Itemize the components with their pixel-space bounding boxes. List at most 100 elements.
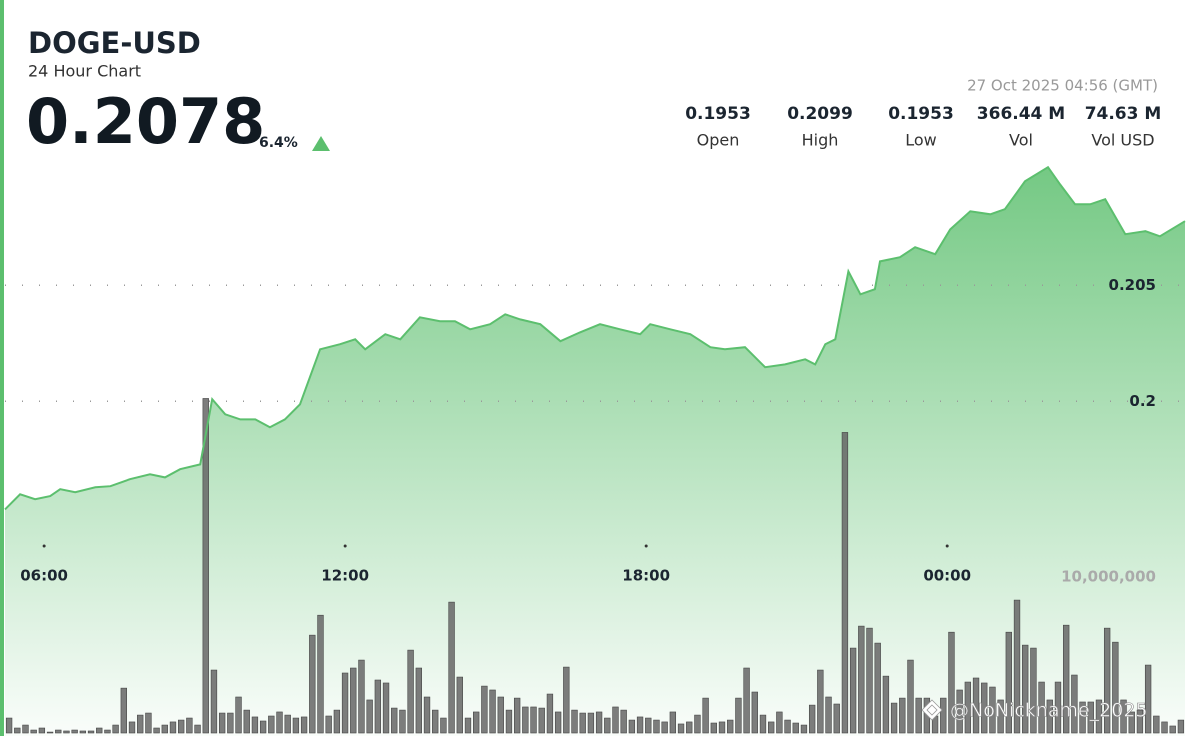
volume-bar [1022,644,1029,734]
volume-bar [317,614,324,734]
volume-bar [79,730,87,734]
x-tick-label: 18:00 [622,567,670,585]
volume-bar [571,709,578,734]
x-tick-mark [343,544,347,548]
volume-bar [530,706,537,734]
volume-bar [563,666,570,734]
volume-bar [169,721,177,734]
x-tick-label: 06:00 [20,567,68,585]
volume-bar [153,727,160,734]
volume-bar [1079,701,1086,734]
stat-value: 0.2099 [787,104,853,124]
volume-bar [235,696,242,734]
volume-bar [284,714,291,734]
volume-bar [1120,699,1127,734]
volume-bar [587,712,595,734]
watermark-logo [921,699,943,721]
volume-bar [300,716,308,734]
volume-bar [268,715,275,734]
volume-bar [628,719,636,734]
volume-bar [882,675,890,734]
volume-bar [1136,709,1144,734]
stat-label: Open [697,131,740,150]
volume-bar [866,627,873,734]
volume-bar [1103,627,1111,734]
x-tick-mark [42,544,46,548]
watermark: @NoNickname_2025 [950,700,1148,722]
volume-bar [759,714,767,734]
volume-bar [956,689,963,734]
volume-bar [1013,599,1021,734]
volume-bar [776,711,783,734]
volume-bar [276,711,283,734]
volume-bar [358,659,365,734]
volume-bar [751,691,758,734]
volume-bar [858,625,865,734]
volume-bar [817,669,824,734]
volume-bar [612,706,619,734]
volume-bar [546,693,554,734]
volume-bar [186,717,193,734]
volume-bar [849,647,857,734]
volume-bar [5,717,13,734]
volume-bar [391,707,398,734]
volume-bar [522,706,529,734]
volume-bar [989,686,996,734]
volume-bar [1153,715,1160,734]
volume-bar [768,721,775,734]
volume-bar [30,729,37,734]
volume-bar [128,721,136,734]
volume-bar [554,711,562,734]
x-tick-label: 12:00 [321,567,369,585]
volume-bar [366,699,373,734]
volume-bar [645,717,652,734]
volume-bar [727,719,734,734]
y-tick-label: 0.205 [1109,276,1156,294]
volume-bar [1046,699,1053,734]
volume-bar [473,711,480,734]
volume-bar [972,677,980,734]
y-tick-label: 0.2 [1129,392,1156,410]
volume-bar [407,649,414,734]
volume-bar [694,714,701,734]
timestamp: 27 Oct 2025 04:56 (GMT) [967,77,1158,95]
volume-bar [120,687,127,734]
volume-bar [456,676,463,734]
volume-bar [309,634,316,734]
volume-bar [481,685,488,734]
volume-bar [907,659,914,734]
volume-bar [227,712,234,734]
volume-bar [833,703,840,734]
volume-bar [1095,699,1103,734]
stat-value: 0.1953 [685,104,751,124]
volume-bar [137,714,144,734]
volume-bar [808,704,816,734]
volume-bar [1161,721,1168,734]
volume-bar [661,721,668,734]
volume-bar [489,689,496,734]
volume-bar [702,697,709,734]
volume-bar [210,669,218,734]
volume-bar [448,601,455,734]
volume-bar [784,719,791,734]
volume-bar [940,697,947,734]
volume-bar [669,711,677,734]
volume-bar [792,722,799,734]
volume-bar [218,712,226,734]
plot: 0.2 0.205 06:00 12:00 18:00 00:00 10,000,000 [4,165,1186,736]
volume-bar [46,731,54,734]
volume-bar [825,696,832,734]
stat-label: Vol [1009,131,1033,150]
volume-bar [653,719,660,734]
volume-bar [178,719,185,734]
volume-bar [948,631,955,734]
volume-bar [677,723,685,734]
volume-bar [243,709,250,734]
volume-bar [1005,631,1012,734]
volume-bar [350,667,357,734]
volume-bar [194,724,201,734]
volume-bar [251,716,259,734]
volume-bar [1128,711,1135,734]
price-area [5,167,1185,736]
